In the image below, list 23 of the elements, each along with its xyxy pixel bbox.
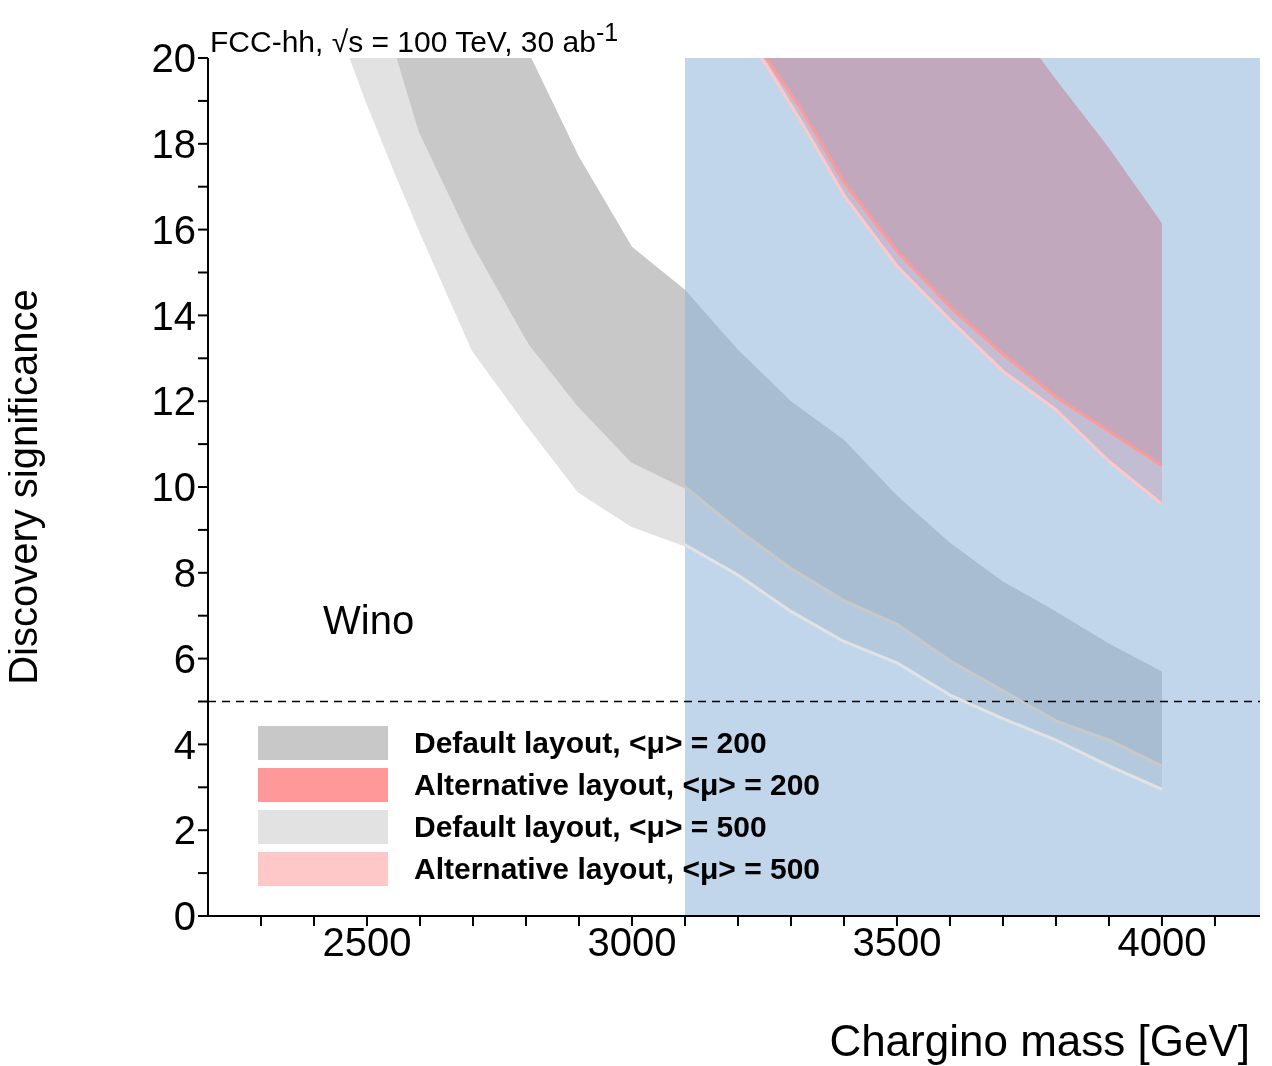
x-axis-title: Chargino mass [GeV] xyxy=(829,1016,1250,1065)
x-tick-label: 2500 xyxy=(322,920,412,965)
legend-label: Default layout, <μ> = 500 xyxy=(414,810,767,844)
x-tick-label: 4000 xyxy=(1117,920,1207,965)
y-tick-label: 6 xyxy=(173,636,196,681)
y-tick-label: 4 xyxy=(173,722,196,767)
y-axis-title: Discovery significance xyxy=(1,289,46,685)
y-tick-label: 0 xyxy=(173,894,196,939)
y-tick-label: 10 xyxy=(151,465,196,510)
y-tick-label: 16 xyxy=(151,207,196,252)
x-tick-label: 3500 xyxy=(852,920,942,965)
legend-label: Default layout, <μ> = 200 xyxy=(414,726,767,760)
y-tick-label: 2 xyxy=(173,808,196,853)
y-tick-label: 12 xyxy=(151,379,196,424)
y-tick-label: 8 xyxy=(173,551,196,595)
x-tick-label: 3000 xyxy=(587,920,677,965)
legend-label: Alternative layout, <μ> = 500 xyxy=(414,852,821,886)
y-tick-label: 14 xyxy=(151,293,196,338)
legend-label: Alternative layout, <μ> = 200 xyxy=(414,768,821,802)
chart-title: FCC-hh, √s = 100 TeV, 30 ab$^{-1}$ xyxy=(210,18,619,59)
y-tick-label: 18 xyxy=(151,122,196,166)
y-tick-label: 20 xyxy=(151,36,196,81)
annotation: Wino xyxy=(323,598,415,643)
